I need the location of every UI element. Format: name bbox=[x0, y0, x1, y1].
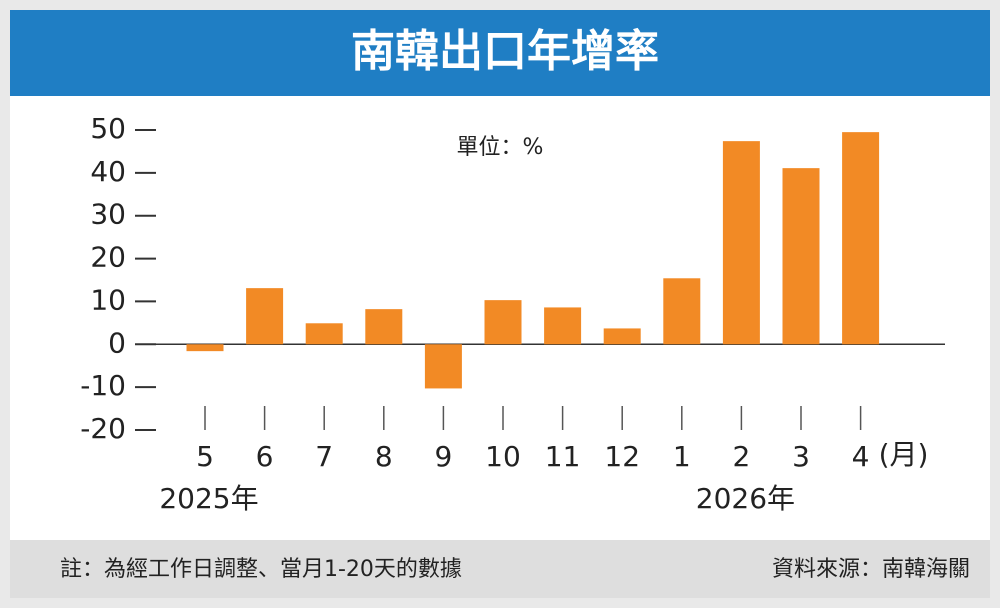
bar bbox=[842, 132, 880, 345]
bar bbox=[603, 328, 641, 345]
y-tick-label: -20 bbox=[80, 412, 126, 445]
x-tick-label: 12 bbox=[604, 440, 640, 473]
y-tick-label: 10 bbox=[90, 283, 126, 316]
title-band bbox=[10, 10, 990, 96]
x-tick-label: 5 bbox=[196, 440, 214, 473]
chart-title: 南韓出口年增率 bbox=[351, 26, 659, 77]
x-tick-label: 3 bbox=[792, 440, 810, 473]
note: 註：為經工作日調整、當月1-20天的數據 bbox=[60, 557, 462, 582]
unit-label: 單位：% bbox=[457, 135, 544, 160]
y-tick-label: -10 bbox=[80, 369, 126, 402]
y-tick-label: 20 bbox=[90, 241, 126, 274]
bar bbox=[782, 168, 820, 345]
y-tick-label: 40 bbox=[90, 155, 126, 188]
bar bbox=[365, 309, 403, 345]
x-tick-label: 4 bbox=[852, 440, 870, 473]
x-unit: (月) bbox=[879, 438, 929, 471]
year-label: 2025年 bbox=[159, 482, 258, 515]
bar bbox=[722, 141, 760, 345]
year-label: 2026年 bbox=[696, 482, 795, 515]
x-tick-label: 11 bbox=[545, 440, 581, 473]
y-tick-label: 50 bbox=[90, 112, 126, 145]
x-tick-label: 7 bbox=[315, 440, 333, 473]
x-tick-label: 6 bbox=[256, 440, 274, 473]
bar bbox=[484, 300, 522, 345]
x-tick-label: 10 bbox=[485, 440, 521, 473]
x-tick-label: 1 bbox=[673, 440, 691, 473]
x-tick-label: 8 bbox=[375, 440, 393, 473]
x-tick-label: 2 bbox=[732, 440, 750, 473]
x-tick-label: 9 bbox=[434, 440, 452, 473]
bar bbox=[246, 288, 284, 345]
source: 資料來源：南韓海關 bbox=[772, 557, 970, 582]
bar bbox=[544, 307, 582, 345]
bar bbox=[424, 344, 462, 389]
y-tick-label: 0 bbox=[108, 326, 126, 359]
bar bbox=[186, 344, 224, 352]
bar bbox=[305, 323, 343, 345]
y-tick-label: 30 bbox=[90, 198, 126, 231]
footer-band bbox=[10, 540, 990, 598]
bar bbox=[663, 278, 701, 345]
